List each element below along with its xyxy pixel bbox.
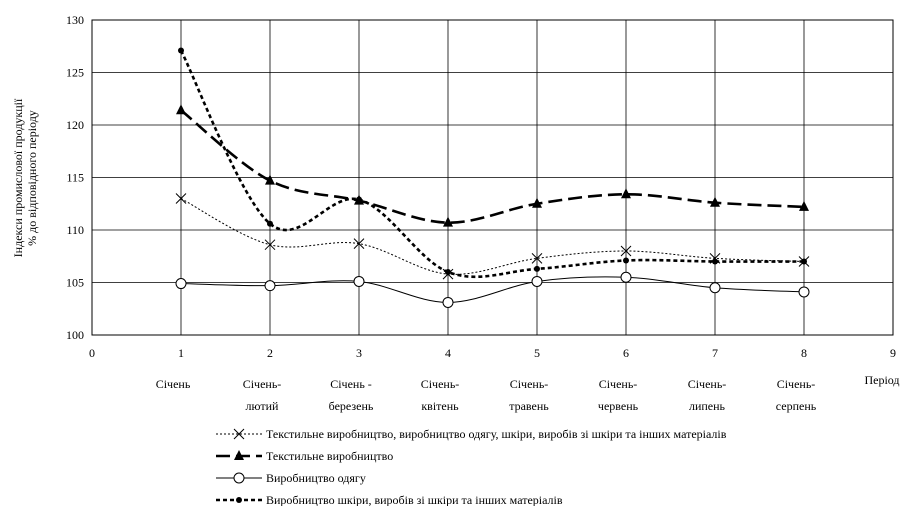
plot-frame xyxy=(91,19,894,336)
legend-label: Виробництво шкіри, виробів зі шкіри та і… xyxy=(266,493,563,506)
category-label: квітень xyxy=(421,399,459,413)
x-marker xyxy=(353,238,365,250)
legend-label: Текстильне виробництво xyxy=(266,449,393,463)
dot-marker xyxy=(356,196,362,203)
circle-marker xyxy=(264,280,276,292)
dot-marker xyxy=(801,258,807,265)
category-labels: Січень Січень-лютий Січень - березень Січень… xyxy=(156,377,817,413)
category-label: Січень- xyxy=(510,377,549,391)
category-label: Січень- xyxy=(421,377,460,391)
legend-entry: Виробництво одягу xyxy=(216,471,366,485)
triangle-marker xyxy=(532,197,542,208)
series-layer xyxy=(175,47,810,308)
category-label: лютий xyxy=(246,399,279,413)
category-label: Січень xyxy=(156,377,191,391)
x-tick-label: 2 xyxy=(267,346,273,360)
circle-marker xyxy=(442,296,454,308)
x-tick-label: 6 xyxy=(623,346,629,360)
y-axis-label: Індекси промислової продукції% до відпов… xyxy=(11,98,39,257)
dot-marker xyxy=(534,265,540,272)
circle-marker xyxy=(353,275,365,287)
triangle-marker xyxy=(710,196,720,207)
legend: Текстильне виробництво, виробництво одяг… xyxy=(216,427,727,506)
category-label: Січень - xyxy=(330,377,372,391)
category-label: березень xyxy=(329,399,374,413)
x-marker xyxy=(620,245,632,257)
series-3 xyxy=(175,271,810,308)
x-tick-label: 5 xyxy=(534,346,540,360)
series-line xyxy=(180,198,805,275)
legend-entry: Текстильне виробництво, виробництво одяг… xyxy=(216,427,727,441)
category-label: серпень xyxy=(776,399,817,413)
y-axis-label-line: % до відповідного періоду xyxy=(25,110,39,246)
y-tick-label: 120 xyxy=(66,118,84,132)
y-axis-label-line: Індекси промислової продукції xyxy=(11,98,25,257)
x-tick-label: 1 xyxy=(178,346,184,360)
circle-marker xyxy=(175,278,187,290)
y-tick-label: 115 xyxy=(66,171,84,185)
x-marker xyxy=(264,239,276,251)
x-tick-label: 9 xyxy=(890,346,896,360)
x-tick-label: 7 xyxy=(712,346,718,360)
series-line xyxy=(179,49,805,279)
x-tick-label: 8 xyxy=(801,346,807,360)
y-tick-label: 105 xyxy=(66,276,84,290)
triangle-marker xyxy=(443,216,453,227)
x-marker xyxy=(531,252,543,264)
x-tick-label: 3 xyxy=(356,346,362,360)
dot-marker xyxy=(712,258,718,265)
y-tick-label: 110 xyxy=(66,223,84,237)
series-4 xyxy=(178,47,807,279)
circle-marker xyxy=(620,271,632,283)
dot-marker xyxy=(623,257,629,264)
x-axis-label: Період xyxy=(864,373,899,387)
category-label: липень xyxy=(689,399,726,413)
category-label: Січень- xyxy=(777,377,816,391)
triangle-marker xyxy=(799,200,809,211)
category-label: червень xyxy=(598,399,639,413)
legend-entry: Виробництво шкіри, виробів зі шкіри та і… xyxy=(216,493,563,506)
x-tick-label: 0 xyxy=(89,346,95,360)
category-label: Січень- xyxy=(243,377,282,391)
legend-entry: Текстильне виробництво xyxy=(216,449,393,463)
triangle-marker xyxy=(265,174,275,185)
grid xyxy=(91,19,894,336)
circle-marker xyxy=(233,472,245,484)
dot-marker xyxy=(178,47,184,54)
series-2 xyxy=(176,104,809,227)
legend-label: Виробництво одягу xyxy=(266,471,366,485)
y-tick-label: 125 xyxy=(66,66,84,80)
triangle-marker xyxy=(176,104,186,115)
x-marker xyxy=(233,428,245,440)
legend-label: Текстильне виробництво, виробництво одяг… xyxy=(266,427,727,441)
y-tick-label: 100 xyxy=(66,328,84,342)
category-label: травень xyxy=(509,399,549,413)
circle-marker xyxy=(798,286,810,298)
x-tick-label: 4 xyxy=(445,346,451,360)
dot-marker xyxy=(236,497,242,503)
y-tick-label: 130 xyxy=(66,13,84,27)
y-tick-labels: 100 105 110 115 120 125 130 xyxy=(66,13,84,342)
x-tick-labels: 0 1 2 3 4 5 6 7 8 9 xyxy=(89,346,896,360)
triangle-marker xyxy=(621,188,631,199)
category-label: Січень- xyxy=(599,377,638,391)
dot-marker xyxy=(267,220,273,227)
dot-marker xyxy=(445,269,451,275)
axes xyxy=(91,19,894,336)
category-label: Січень- xyxy=(688,377,727,391)
series-line xyxy=(180,276,805,303)
triangle-marker xyxy=(234,450,244,460)
circle-marker xyxy=(709,282,721,294)
circle-marker xyxy=(531,275,543,287)
x-marker xyxy=(175,193,187,204)
